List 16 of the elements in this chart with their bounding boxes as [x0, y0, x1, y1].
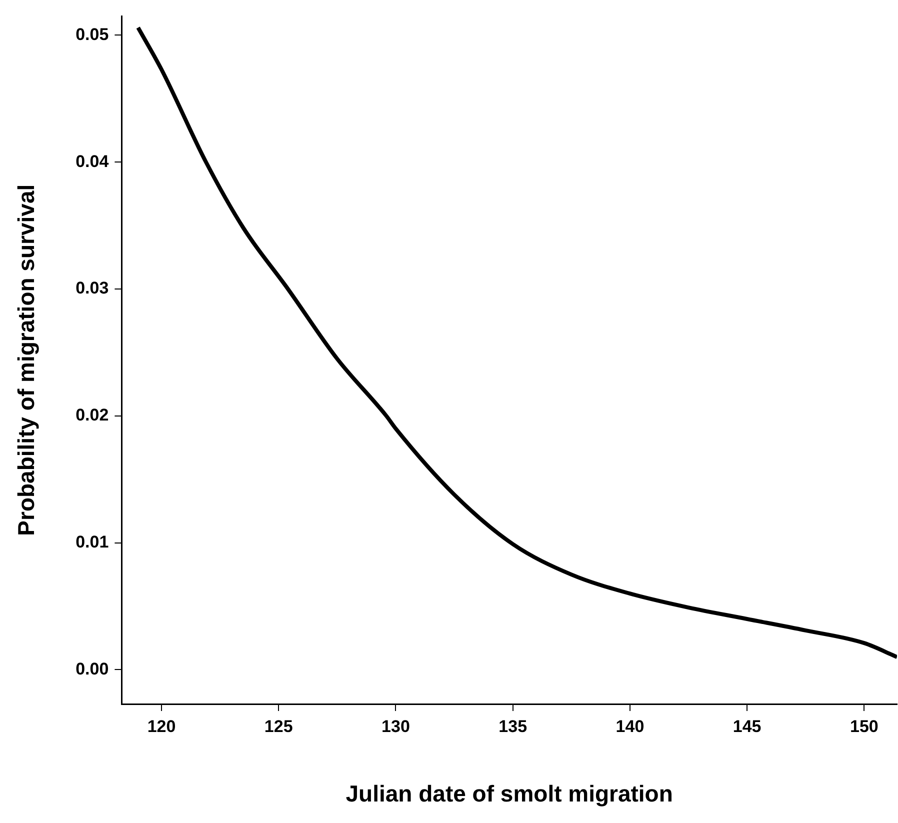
- y-axis-title: Probability of migration survival: [13, 184, 40, 536]
- y-tick-label: 0.02: [76, 406, 109, 425]
- x-tick-label: 130: [382, 716, 410, 736]
- x-tick-label: 125: [264, 716, 293, 736]
- x-axis-title: Julian date of smolt migration: [346, 780, 673, 807]
- x-tick-label: 135: [498, 716, 528, 736]
- x-tick-label: 140: [616, 716, 644, 736]
- x-tick-label: 145: [732, 716, 762, 736]
- y-tick-label: 0.01: [76, 532, 109, 552]
- y-tick-label: 0.03: [76, 278, 109, 298]
- line-series: [136, 26, 897, 660]
- x-tick-label: 150: [850, 716, 878, 736]
- y-tick-label: 0.00: [76, 659, 109, 678]
- y-tick-label: 0.04: [76, 152, 110, 171]
- x-tick-label: 120: [147, 716, 176, 736]
- y-tick-label: 0.05: [76, 24, 109, 44]
